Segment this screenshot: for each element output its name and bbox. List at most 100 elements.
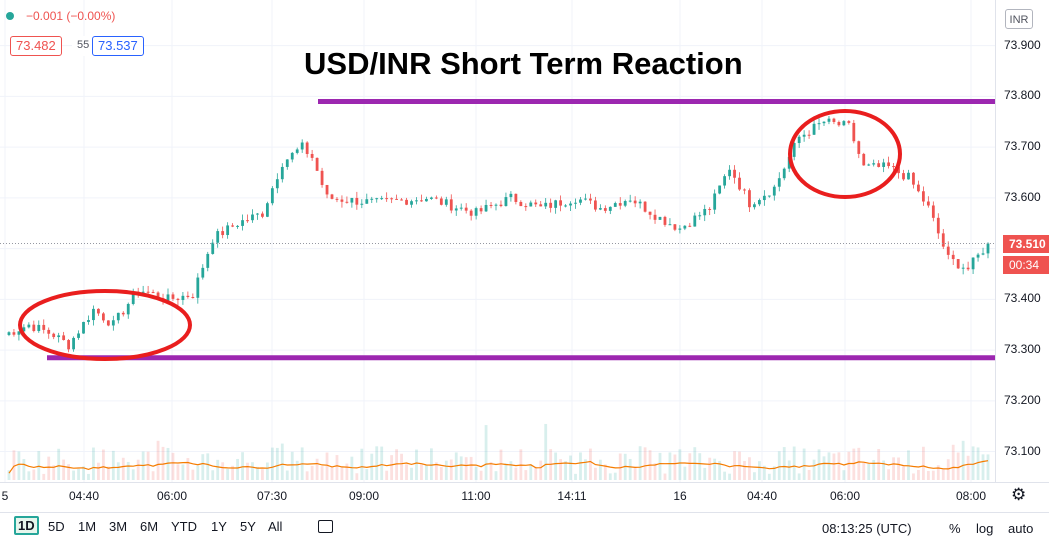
- volume-bar: [926, 470, 930, 480]
- volume-bar: [87, 473, 90, 480]
- y-tick-label: 73.300: [1004, 342, 1041, 357]
- candle-body: [872, 163, 876, 165]
- volume-bar: [459, 456, 463, 480]
- volume-bar: [275, 447, 279, 480]
- volume-bar: [420, 464, 423, 480]
- volume-bar: [802, 448, 806, 480]
- volume-bar: [131, 469, 135, 480]
- volume-bar: [47, 456, 51, 480]
- volume-bar: [708, 457, 712, 480]
- volume-bar: [395, 449, 399, 480]
- bottom-toolbar: 1D 5D 1M 3M 6M YTD 1Y 5Y All 08:13:25 (U…: [0, 512, 1049, 543]
- candle-body: [633, 200, 637, 204]
- candle-body: [847, 121, 851, 123]
- candle-body: [618, 203, 622, 206]
- volume-bar: [842, 470, 846, 480]
- candle-body: [305, 142, 309, 154]
- gear-icon[interactable]: ⚙: [1011, 485, 1027, 504]
- x-tick-label: 04:40: [746, 489, 778, 503]
- volume-bar: [921, 446, 925, 480]
- volume-bar: [618, 453, 622, 480]
- volume-bar: [166, 447, 170, 480]
- auto-toggle[interactable]: auto: [1008, 521, 1034, 536]
- volume-bar: [683, 466, 687, 480]
- last-price-tag: 73.510: [1003, 235, 1049, 253]
- volume-bar: [564, 461, 567, 480]
- volume-bar: [807, 469, 811, 480]
- volume-bar: [171, 452, 175, 480]
- range-button-5y[interactable]: 5Y: [240, 519, 256, 534]
- candle-body: [489, 204, 493, 206]
- range-button-6m[interactable]: 6M: [140, 519, 159, 534]
- volume-bar: [270, 447, 274, 480]
- y-tick-label: 73.100: [1004, 443, 1041, 458]
- volume-bar: [101, 449, 105, 480]
- volume-bar: [877, 448, 881, 480]
- clock-time[interactable]: 08:13:25 (UTC): [822, 521, 912, 536]
- volume-bar: [325, 452, 329, 480]
- range-button-all[interactable]: All: [268, 519, 283, 534]
- volume-bar: [539, 460, 543, 480]
- volume-bar: [360, 448, 364, 480]
- volume-bar: [986, 454, 990, 480]
- candle-body: [574, 202, 577, 204]
- candle-body: [439, 198, 443, 205]
- candle-body: [434, 197, 438, 199]
- volume-bar: [753, 472, 756, 480]
- volume-bar: [186, 458, 190, 480]
- volume-bar: [280, 443, 284, 480]
- candle-body: [807, 134, 811, 136]
- volume-bar: [882, 460, 886, 480]
- volume-bar: [12, 450, 16, 480]
- price-chart[interactable]: [0, 0, 995, 482]
- volume-bar: [907, 450, 910, 480]
- candle-body: [290, 152, 294, 160]
- candle-body: [156, 292, 160, 299]
- range-button-3m[interactable]: 3M: [109, 519, 128, 534]
- volume-bar: [603, 464, 607, 480]
- ask-price-box[interactable]: 73.537: [92, 36, 144, 56]
- candle-body: [429, 197, 433, 199]
- log-toggle[interactable]: log: [976, 521, 994, 536]
- percent-toggle[interactable]: %: [949, 521, 961, 536]
- time-axis[interactable]: 5 04:40 06:00 07:30 09:00 11:00 14:11 16 04:40 06…: [0, 482, 1049, 508]
- candle-body: [638, 201, 642, 204]
- market-status-dot: [6, 11, 14, 20]
- volume-bar: [743, 460, 746, 480]
- candle-body: [713, 193, 717, 210]
- volume-bar: [703, 467, 707, 480]
- range-button-1m[interactable]: 1M: [78, 519, 97, 534]
- candle-body: [454, 208, 458, 211]
- range-button-1d[interactable]: 1D: [14, 516, 39, 535]
- candle-body: [857, 141, 861, 154]
- volume-bar: [782, 447, 786, 480]
- annotation-layer: [18, 98, 995, 361]
- volume-bar: [762, 465, 766, 480]
- price-scale[interactable]: 73.90073.80073.70073.60073.50073.40073.3…: [995, 0, 1049, 482]
- volume-bar: [579, 452, 582, 480]
- volume-bar: [290, 451, 294, 480]
- volume-bar: [837, 452, 841, 480]
- candle-body: [131, 291, 135, 304]
- candle-body: [479, 208, 483, 212]
- volume-bar: [236, 458, 239, 480]
- currency-badge[interactable]: INR: [1005, 9, 1033, 29]
- volume-bar: [315, 458, 319, 480]
- candle-body: [549, 202, 553, 208]
- range-button-5d[interactable]: 5D: [48, 519, 65, 534]
- candle-body: [241, 220, 244, 226]
- candle-body: [335, 198, 339, 200]
- calendar-range-icon[interactable]: [318, 520, 333, 533]
- range-button-ytd[interactable]: YTD: [171, 519, 197, 534]
- volume-bar: [976, 447, 980, 480]
- bid-price-box[interactable]: 73.482: [10, 36, 62, 56]
- volume-bar: [956, 452, 960, 480]
- candle-body: [211, 242, 215, 254]
- volume-bar: [385, 470, 389, 480]
- volume-bar: [887, 469, 891, 480]
- volume-bar: [241, 452, 244, 480]
- x-tick-label: 04:40: [68, 489, 100, 503]
- range-button-1y[interactable]: 1Y: [211, 519, 227, 534]
- candle-body: [514, 193, 518, 202]
- candle-body: [22, 327, 26, 332]
